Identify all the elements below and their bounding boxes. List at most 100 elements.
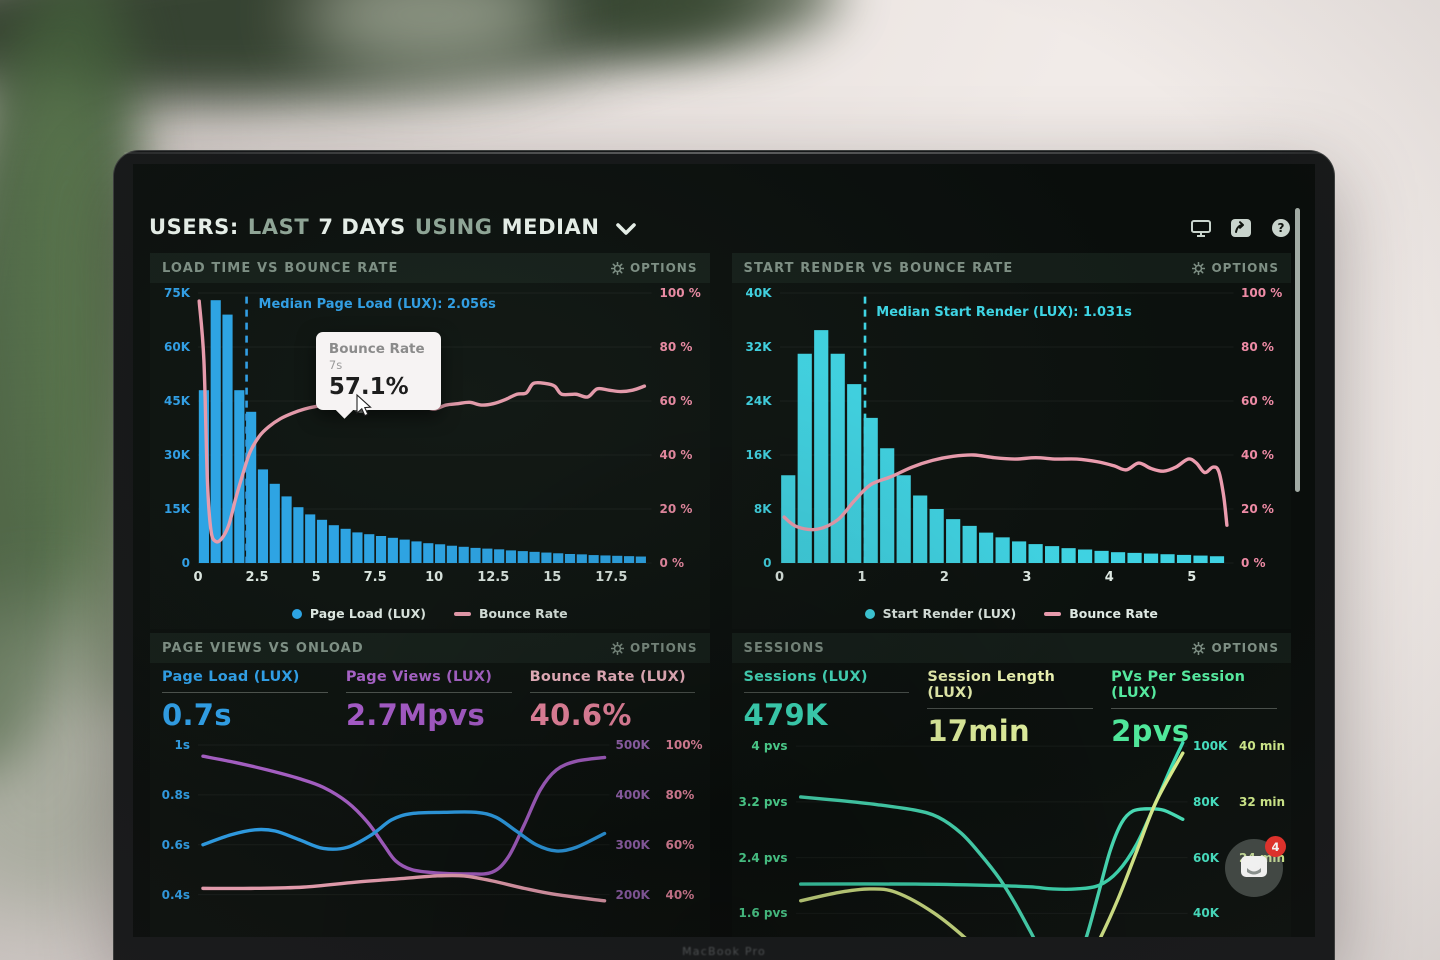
median-annotation: Median Start Render (LUX): 1.031s (876, 305, 1132, 321)
axis-tick: 3 (1022, 570, 1032, 585)
panel-sessions: SESSIONS OPTIONS Sessions (LUX) 479K (731, 633, 1292, 937)
gear-icon (610, 641, 624, 655)
axis-tick: 100 % (659, 286, 701, 300)
metric-pvs-per-session: PVs Per Session (LUX) 2pvs (1111, 669, 1277, 748)
chart-canvas (198, 735, 610, 937)
legend-item: Bounce Rate (1044, 598, 1158, 629)
panel-title: START RENDER VS BOUNCE RATE (743, 260, 1014, 276)
metric-value: 40.6% (529, 698, 632, 732)
title-part: USERS: (149, 215, 239, 239)
panel-page-views-vs-onload: PAGE VIEWS VS ONLOAD OPTIONS Page Load (… (150, 633, 710, 937)
options-label: OPTIONS (629, 261, 698, 275)
page-title-dropdown[interactable]: USERS: LAST 7 DAYS USING MEDIAN (149, 215, 637, 239)
panel-title: LOAD TIME VS BOUNCE RATE (162, 260, 399, 276)
axis-tick: 0.6s (161, 837, 190, 852)
axis-tick: 0.4s (161, 887, 190, 902)
y-axis-left: 75K 60K 45K 30K 15K 0 (150, 286, 198, 570)
metric-value: 479K (743, 698, 828, 732)
dashboard-grid: LOAD TIME VS BOUNCE RATE OPTIONS 75K 60K 4… (133, 253, 1315, 937)
axis-tick: 40K (1193, 906, 1219, 921)
metric-label: Page Views (LUX) (345, 669, 493, 685)
panel-title: SESSIONS (743, 640, 825, 656)
y-axis-right: 100 % 80 % 60 % 40 % 20 % 0 % (652, 286, 710, 570)
axis-tick: 8K (753, 502, 772, 516)
legend-label: Bounce Rate (478, 606, 568, 621)
axis-tick: 5 (311, 570, 321, 585)
share-icon[interactable] (1229, 217, 1253, 239)
legend-dot-swatch (291, 608, 302, 619)
svg-text:?: ? (1278, 221, 1285, 235)
axis-tick: 0 % (1241, 556, 1266, 570)
panel-title: PAGE VIEWS VS ONLOAD (162, 640, 364, 656)
legend-label: Start Render (LUX) (882, 606, 1017, 621)
axis-tick: 40% (665, 887, 695, 902)
tooltip-value: 57.1% (328, 374, 409, 401)
axis-tick: 3.2 pvs (738, 794, 788, 809)
axis-tick: 75K (164, 286, 190, 300)
legend-dash-swatch (1044, 611, 1062, 616)
chat-bubble-icon (1241, 856, 1267, 877)
chart-page-views-onload: 1s 0.8s 0.6s 0.4s 500K 400K 300K 200K 100% 80% 60… (150, 735, 710, 937)
panel-start-render-vs-bounce-rate: START RENDER VS BOUNCE RATE OPTIONS 40K 3… (731, 253, 1291, 629)
legend-item: Start Render (LUX) (864, 598, 1017, 629)
mouse-cursor (350, 392, 372, 416)
axis-tick: 32K (745, 340, 772, 354)
legend-item: Bounce Rate (453, 598, 568, 629)
options-button[interactable]: OPTIONS (610, 261, 698, 275)
y-axis-right: 500K 400K 300K 200K 100% 80% 60% 40% (610, 735, 710, 937)
axis-tick: 40 % (659, 448, 693, 462)
metric-sessions: Sessions (LUX) 479K (743, 669, 910, 748)
chat-widget-button[interactable]: 4 (1225, 836, 1286, 897)
axis-tick: 0 (763, 556, 772, 570)
metric-label: Bounce Rate (LUX) (529, 669, 686, 685)
metric-value: 2pvs (1111, 714, 1190, 748)
display-icon[interactable] (1189, 217, 1213, 239)
options-button[interactable]: OPTIONS (1192, 261, 1279, 275)
axis-tick: 80K (1193, 794, 1219, 809)
title-part: LAST (247, 215, 310, 239)
help-icon[interactable]: ? (1269, 217, 1293, 239)
axis-tick: 15K (164, 502, 190, 516)
axis-tick: 15 (543, 570, 562, 585)
chart-legend: Page Load (LUX) Bounce Rate (150, 589, 710, 629)
metric-value: 17min (927, 714, 1030, 748)
axis-tick: 7.5 (363, 570, 387, 585)
metric-label: Sessions (LUX) (743, 669, 868, 685)
axis-tick: 2 (939, 570, 949, 585)
options-button[interactable]: OPTIONS (610, 641, 698, 655)
axis-tick: 20 % (659, 502, 693, 516)
gear-icon (1192, 261, 1206, 275)
axis-tick: 60K (1193, 850, 1219, 865)
options-button[interactable]: OPTIONS (1192, 641, 1279, 655)
axis-tick: 200K (615, 887, 650, 902)
axis-tick: 0 (193, 570, 203, 585)
panel-header: START RENDER VS BOUNCE RATE OPTIONS (731, 253, 1291, 283)
axis-tick: 5 (1187, 570, 1197, 585)
chart-tooltip: Bounce Rate 7s 57.1% (315, 332, 441, 411)
axis-tick: 32 min (1239, 794, 1286, 809)
scrollbar[interactable] (1295, 208, 1300, 492)
axis-tick: 2.5 (245, 570, 269, 585)
metric-divider (162, 692, 328, 693)
x-axis: 0 1 2 3 4 5 (775, 563, 1234, 589)
metric-label: Page Load (LUX) (162, 669, 300, 685)
title-part: USING (414, 215, 493, 239)
axis-tick: 80 % (659, 340, 693, 354)
x-axis: 0 2.5 5 7.5 10 12.5 15 17.5 (193, 563, 652, 589)
axis-tick: 100K (1193, 739, 1228, 754)
chart-sessions: 4 pvs 3.2 pvs 2.4 pvs 1.6 pvs 100K 80K 60K 40K… (732, 735, 1292, 937)
axis-tick: 16K (745, 448, 772, 462)
title-part: 7 DAYS (318, 215, 406, 239)
legend-item: Page Load (LUX) (291, 598, 426, 629)
metric-divider (345, 692, 512, 693)
axis-tick: 60% (665, 837, 695, 852)
plot-area (198, 735, 610, 937)
axis-tick: 60 % (659, 394, 693, 408)
axis-tick: 60K (164, 340, 190, 354)
metric-divider (1111, 708, 1277, 709)
axis-tick: 12.5 (477, 570, 510, 585)
metric-divider (743, 692, 910, 693)
plot-area: Median Page Load (LUX): 2.056s Bounce Ra… (198, 293, 652, 563)
metrics-row: Sessions (LUX) 479K Session Length (LUX)… (732, 663, 1292, 748)
axis-tick: 0 (181, 556, 190, 570)
